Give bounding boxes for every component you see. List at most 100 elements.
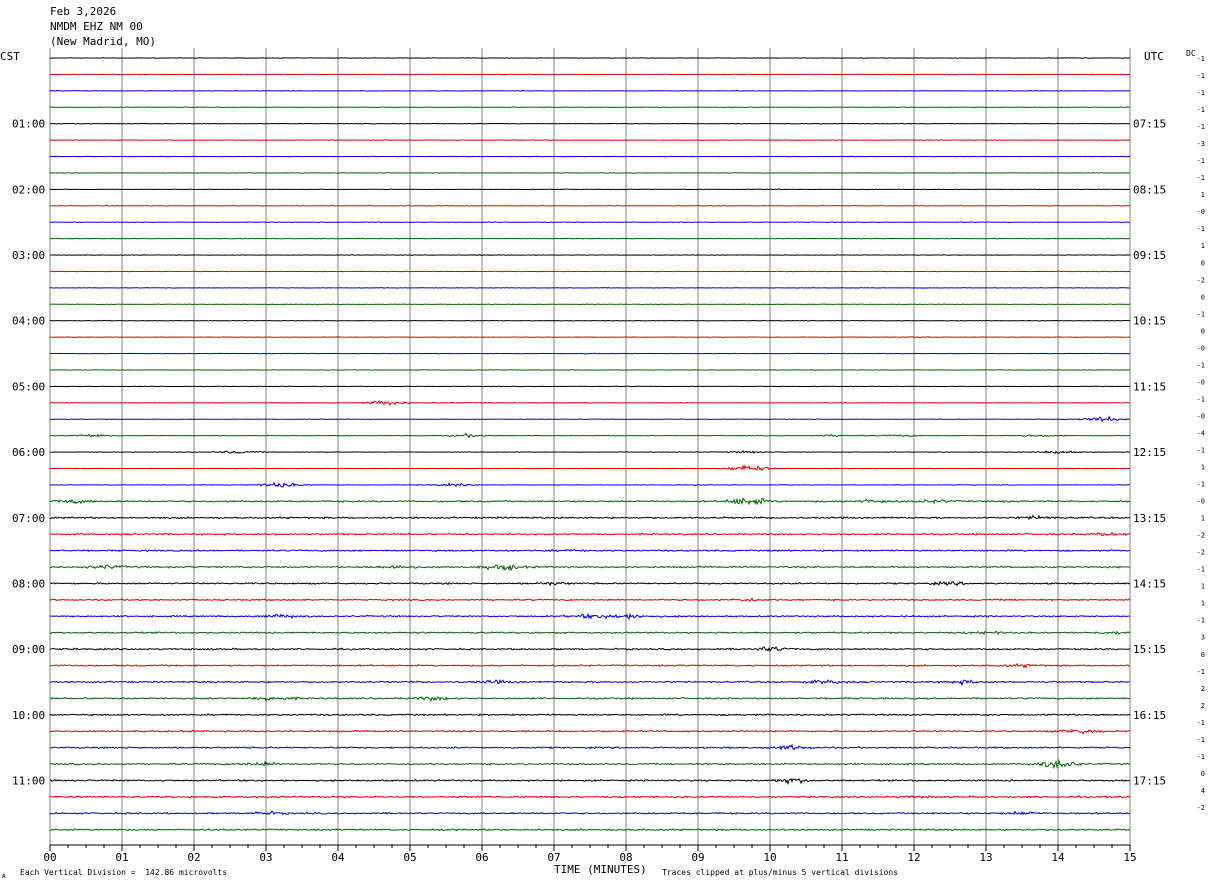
x-tick-label: 04 [331, 851, 345, 864]
dc-offset-value: 0 [1201, 293, 1205, 301]
x-tick-label: 10 [763, 851, 776, 864]
dc-offset-value: -1 [1197, 361, 1205, 369]
dc-offset-value: -2 [1197, 532, 1205, 540]
seismic-trace-26 [49, 464, 1131, 472]
dc-offset-value: 2 [1201, 702, 1205, 710]
dc-offset-value: -1 [1197, 395, 1205, 403]
left-hour-label: 01:00 [12, 118, 45, 131]
left-hour-label: 10:00 [12, 709, 45, 722]
seismic-trace-41 [49, 713, 1131, 717]
dc-offset-value: -2 [1197, 804, 1205, 812]
seismic-trace-1 [49, 57, 1131, 59]
seismic-trace-5 [49, 122, 1131, 125]
seismic-trace-23 [49, 415, 1131, 423]
seismic-trace-6 [49, 139, 1131, 141]
x-tick-label: 11 [835, 851, 848, 864]
dc-offset-value: -1 [1197, 617, 1205, 625]
left-hour-label: 09:00 [12, 643, 45, 656]
seismic-trace-25 [49, 450, 1131, 454]
right-hour-label: 12:15 [1133, 446, 1166, 459]
dc-offset-value: 2 [1201, 685, 1205, 693]
x-tick-label: 13 [979, 851, 992, 864]
left-hour-label: 11:00 [12, 774, 45, 787]
dc-offset-value: 1 [1201, 583, 1205, 591]
left-hour-label: 02:00 [12, 183, 45, 196]
dc-offset-value: -1 [1197, 668, 1205, 676]
seismic-trace-11 [49, 221, 1131, 224]
dc-offset-value: -1 [1197, 753, 1205, 761]
seismic-trace-43 [50, 743, 1131, 751]
seismic-trace-4 [49, 106, 1131, 109]
seismic-trace-32 [49, 564, 1131, 572]
dc-offset-value: 1 [1201, 242, 1205, 250]
seismic-trace-27 [49, 481, 1131, 488]
seismic-trace-34 [49, 597, 1131, 602]
dc-offset-value: -1 [1197, 481, 1205, 489]
dc-offset-value: -0 [1197, 378, 1205, 386]
dc-offset-value: 1 [1201, 515, 1205, 523]
x-tick-label: 00 [43, 851, 56, 864]
right-hour-label: 10:15 [1133, 315, 1166, 328]
dc-offset-value: -1 [1197, 55, 1205, 63]
x-tick-label: 01 [115, 851, 128, 864]
dc-offset-value: 0 [1201, 770, 1205, 778]
right-hour-label: 09:15 [1133, 249, 1166, 262]
seismic-trace-3 [49, 90, 1131, 92]
left-hour-label: 03:00 [12, 249, 45, 262]
left-hour-label: 07:00 [12, 512, 45, 525]
seismic-trace-22 [49, 400, 1131, 406]
left-timezone-label: CST [0, 50, 20, 63]
seismic-trace-44 [49, 758, 1131, 770]
seismic-trace-7 [49, 155, 1131, 158]
seismic-trace-48 [50, 828, 1131, 832]
x-tick-label: 05 [403, 851, 416, 864]
seismic-trace-47 [49, 810, 1131, 816]
dc-offset-value: -0 [1197, 208, 1205, 216]
dc-offset-value: 0 [1201, 259, 1205, 267]
seismic-trace-16 [49, 303, 1131, 306]
dc-offset-value: -1 [1197, 447, 1205, 455]
seismic-trace-38 [49, 662, 1131, 669]
seismic-trace-36 [49, 630, 1131, 636]
dc-offset-value: -0 [1197, 498, 1205, 506]
grid-layer [49, 48, 1131, 851]
seismic-trace-39 [49, 678, 1131, 687]
seismic-trace-2 [49, 73, 1131, 76]
label-layer: 00 01 02 03 04 05 06 07 08 09 10 11 12 13 14 1501:0002:… [12, 55, 1205, 864]
seismic-trace-12 [49, 237, 1131, 240]
seismic-trace-40 [49, 696, 1131, 703]
dc-offset-value: 1 [1201, 600, 1205, 608]
header-date: Feb 3,2026 [50, 5, 117, 18]
seismic-trace-18 [49, 335, 1131, 339]
x-tick-label: 08 [619, 851, 632, 864]
dc-offset-value: -1 [1197, 736, 1205, 744]
x-tick-label: 06 [475, 851, 488, 864]
x-tick-label: 14 [1051, 851, 1065, 864]
seismic-trace-28 [49, 497, 1131, 506]
trace-layer [49, 57, 1131, 832]
dc-offset-value: -2 [1197, 276, 1205, 284]
right-hour-label: 11:15 [1133, 380, 1166, 393]
seismic-trace-17 [49, 319, 1131, 322]
left-hour-label: 06:00 [12, 446, 45, 459]
seismic-trace-29 [49, 514, 1131, 521]
left-hour-label: 04:00 [12, 315, 45, 328]
left-hour-label: 05:00 [12, 380, 45, 393]
dc-offset-value: -0 [1197, 412, 1205, 420]
x-tick-label: 03 [259, 851, 272, 864]
header-station: NMDM EHZ NM 00 [50, 20, 143, 33]
scale-note: Each Vertical Division = 142.86 microvol… [20, 868, 228, 877]
right-hour-label: 08:15 [1133, 183, 1166, 196]
dc-offset-value: 1 [1201, 191, 1205, 199]
dc-offset-value: 4 [1201, 787, 1205, 795]
dc-offset-value: -3 [1197, 140, 1205, 148]
dc-offset-value: 0 [1201, 651, 1205, 659]
seismic-trace-46 [49, 795, 1131, 799]
seismic-trace-45 [49, 777, 1131, 786]
header-location: (New Madrid, MO) [50, 35, 156, 48]
seismic-trace-9 [49, 188, 1131, 191]
x-tick-label: 07 [547, 851, 560, 864]
dc-offset-value: -1 [1197, 225, 1205, 233]
seismic-trace-30 [49, 531, 1131, 537]
